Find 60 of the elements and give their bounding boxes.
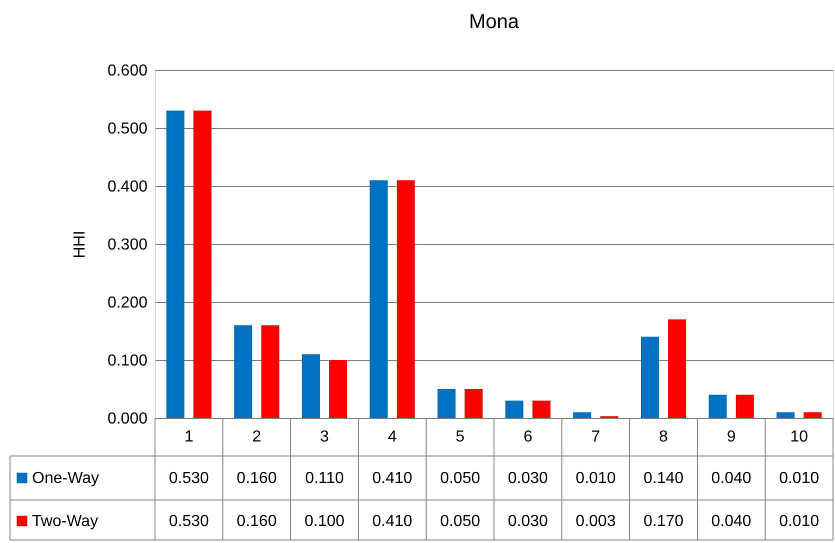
bar	[302, 354, 320, 418]
bar	[261, 325, 280, 418]
y-tick-label: 0.500	[107, 120, 148, 138]
y-axis-title: HHI	[71, 230, 88, 258]
bar	[438, 389, 456, 418]
y-tick-label: 0.400	[107, 178, 148, 196]
bar	[329, 360, 348, 418]
bar	[464, 389, 483, 418]
data-label: 0.010	[576, 470, 616, 487]
bar	[736, 394, 754, 418]
data-label: 0.100	[304, 513, 345, 530]
bar	[532, 400, 550, 418]
bar	[708, 394, 727, 418]
bar	[166, 110, 184, 418]
bar	[505, 400, 524, 418]
y-tick-label: 0.200	[107, 294, 148, 312]
data-label: 0.530	[168, 513, 210, 530]
data-label: 0.003	[576, 513, 616, 530]
x-tick-label: 3	[320, 428, 330, 446]
y-tick-label: 0.600	[107, 62, 148, 80]
y-tick-label: 0.300	[107, 236, 148, 254]
x-tick-label: 7	[591, 428, 600, 446]
x-tick-label: 1	[184, 428, 194, 446]
x-tick-label: 8	[659, 428, 668, 446]
data-label: 0.010	[779, 513, 820, 530]
x-tick-label: 6	[523, 428, 532, 446]
bar	[640, 336, 659, 418]
bar	[668, 319, 686, 418]
data-label: 0.050	[440, 513, 480, 530]
chart-title: Mona	[468, 11, 520, 33]
data-label: 0.530	[168, 470, 210, 487]
data-label: 0.410	[372, 513, 412, 530]
y-tick-label: 0.000	[107, 410, 148, 428]
data-label: 0.110	[305, 470, 344, 487]
bar	[776, 412, 795, 418]
bar	[804, 412, 822, 418]
bar	[193, 110, 212, 418]
x-tick-label: 4	[388, 428, 397, 446]
x-tick-label: 5	[456, 428, 465, 446]
x-tick-label: 10	[790, 428, 808, 446]
x-tick-label: 9	[726, 428, 736, 446]
data-label: 0.160	[236, 470, 277, 487]
data-label: 0.050	[440, 470, 480, 487]
data-label: 0.030	[508, 513, 548, 530]
legend-label: One-Way	[32, 470, 99, 487]
data-label: 0.170	[643, 513, 684, 530]
data-label: 0.160	[236, 513, 277, 530]
x-tick-label: 2	[252, 428, 262, 446]
data-label: 0.010	[779, 470, 820, 487]
data-label: 0.040	[711, 470, 752, 487]
bar	[370, 180, 388, 418]
y-tick-label: 0.100	[107, 352, 148, 370]
data-label: 0.030	[508, 470, 548, 487]
bar	[234, 325, 252, 418]
data-label: 0.040	[711, 513, 752, 530]
data-label: 0.140	[643, 470, 684, 487]
bar	[573, 412, 592, 418]
bar	[396, 180, 415, 418]
legend-label: Two-Way	[32, 513, 98, 530]
data-label: 0.410	[372, 470, 412, 487]
